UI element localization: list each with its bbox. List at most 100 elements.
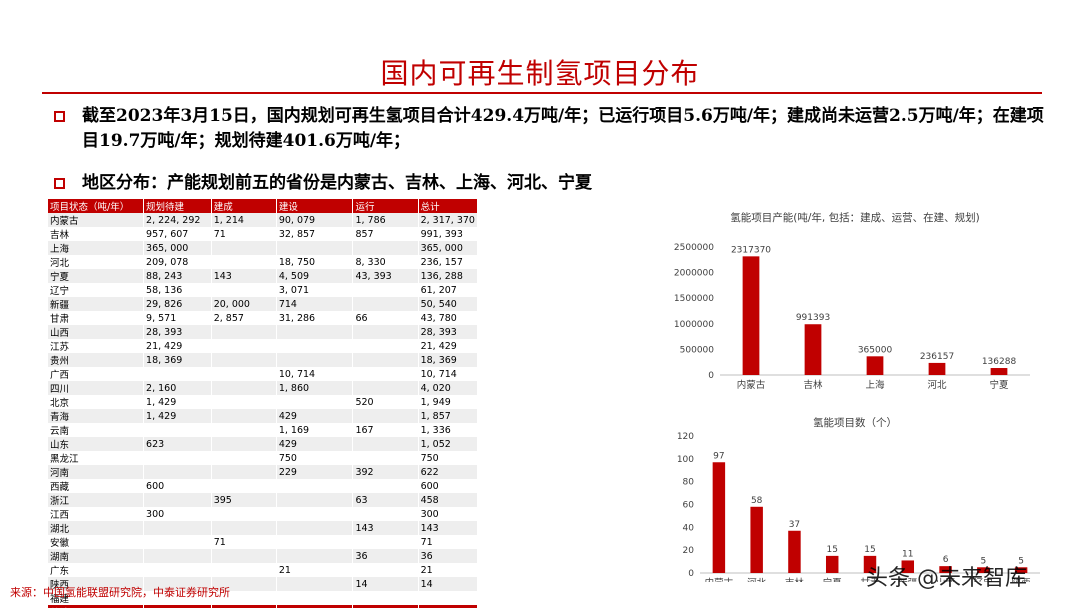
table-cell: 20, 000 [211, 297, 277, 311]
table-cell: 21 [276, 563, 354, 577]
y-tick-label: 1500000 [674, 294, 714, 304]
table-cell [211, 339, 277, 353]
table-cell: 50, 540 [418, 297, 479, 311]
table-cell: 143 [418, 521, 479, 535]
table-cell [276, 521, 354, 535]
table-cell: 山西 [48, 325, 145, 339]
table-cell [276, 507, 354, 521]
table-row: 四川 2, 160 1, 860 4, 020 [48, 381, 479, 395]
source-note: 来源：中国氢能联盟研究院，中泰证券研究所 [10, 586, 230, 599]
table-row: 广东 21 21 [48, 563, 479, 577]
data-label: 58 [751, 496, 763, 506]
table-cell: 内蒙古 [48, 213, 145, 227]
x-tick-label: 吉林 [785, 577, 805, 582]
x-tick-label: 吉林 [803, 379, 823, 391]
watermark: 头条 @未来智库 [866, 566, 1027, 591]
table-cell: 429 [276, 409, 354, 423]
table-cell [352, 297, 419, 311]
table-cell: 28, 393 [143, 325, 212, 339]
table-header-cell: 项目状态（吨/年） [48, 199, 145, 213]
bar [939, 566, 952, 573]
data-label: 136288 [982, 357, 1017, 367]
table-cell: 167 [352, 423, 419, 437]
table-header-cell: 规划待建 [143, 199, 212, 213]
table-cell: 四川 [48, 381, 145, 395]
table-cell: 2, 317, 370 [418, 213, 479, 227]
page-title: 国内可再生制氢项目分布 [380, 57, 700, 90]
table-cell: 1, 860 [276, 381, 354, 395]
table-cell: 88, 243 [143, 269, 212, 283]
data-label: 11 [902, 549, 913, 559]
table-cell: 28, 393 [418, 325, 479, 339]
table-cell [211, 423, 277, 437]
table-cell: 江西 [48, 507, 145, 521]
x-tick-label: 河北 [747, 577, 767, 582]
table-cell [211, 395, 277, 409]
table-cell: 18, 369 [143, 353, 212, 367]
data-label: 15 [864, 545, 875, 555]
table-cell [143, 367, 212, 381]
table-cell [352, 367, 419, 381]
table-total-cell: 24752 [211, 605, 277, 608]
table-cell [211, 465, 277, 479]
data-label: 991393 [796, 313, 830, 323]
table-cell: 广东 [48, 563, 145, 577]
project-count-bar-chart: 氢能项目数（个） 0 20 40 60 80 100 120 97 内蒙古 58 河北 37 吉林 15 宁夏… [677, 416, 1040, 582]
chart-title: 氢能项目产能(吨/年, 包括：建成、运营、在建、规划) [730, 211, 979, 224]
table-cell [352, 241, 419, 255]
province-table: 项目状态（吨/年） 规划待建 建成 建设 运行 总计 内蒙古 2, 224, 292 1, 2… [48, 199, 479, 608]
table-cell: 21 [418, 563, 479, 577]
square-bullet-icon [54, 111, 65, 122]
table-cell: 2, 160 [143, 381, 212, 395]
table-cell [211, 451, 277, 465]
table-cell [211, 563, 277, 577]
table-cell: 北京 [48, 395, 145, 409]
table-cell: 1, 336 [418, 423, 479, 437]
table-row: 新疆 29, 826 20, 000 714 50, 540 [48, 297, 479, 311]
table-cell [143, 423, 212, 437]
bar [825, 555, 839, 573]
table-cell [211, 437, 277, 451]
table-row: 北京 1, 429 520 1, 949 [48, 395, 479, 409]
table-cell: 31, 286 [276, 311, 354, 325]
y-tick-label: 1000000 [674, 320, 714, 330]
table-cell: 黑龙江 [48, 451, 145, 465]
table-cell: 贵州 [48, 353, 145, 367]
table-cell: 236, 157 [418, 255, 479, 269]
table-cell [352, 535, 419, 549]
data-label: 15 [826, 545, 837, 555]
table-cell: 浙江 [48, 493, 145, 507]
bullet-region: 地区分布：产能规划前五的省份是内蒙古、吉林、上海、河北、宁夏 [54, 171, 1044, 196]
table-cell: 湖北 [48, 521, 145, 535]
data-label: 5 [980, 556, 986, 566]
table-cell: 750 [418, 451, 479, 465]
x-tick-label: 山西 [936, 578, 955, 582]
table-row: 青海 1, 429 429 1, 857 [48, 409, 479, 423]
table-cell [211, 521, 277, 535]
table-cell: 河南 [48, 465, 145, 479]
table-total-cell: 4293870 [418, 605, 479, 608]
table-cell [211, 409, 277, 423]
table-cell [352, 339, 419, 353]
table-cell: 392 [352, 465, 419, 479]
table-cell: 18, 750 [276, 255, 354, 269]
table-cell: 90, 079 [276, 213, 354, 227]
table-cell: 458 [418, 493, 479, 507]
table-row: 陕西 14 14 [48, 577, 479, 591]
table-header-cell: 运行 [352, 199, 419, 213]
x-tick-label: 宁夏 [823, 577, 843, 582]
table-total-row: 总计401648324752196867557674293870 [48, 605, 479, 608]
table-cell [352, 479, 419, 493]
title-divider [42, 92, 1042, 94]
table-cell: 600 [418, 479, 479, 493]
table-cell: 21, 429 [418, 339, 479, 353]
y-tick-label: 20 [683, 546, 695, 556]
table-cell: 3, 071 [276, 283, 354, 297]
table-cell [211, 591, 277, 605]
table-cell [276, 479, 354, 493]
x-tick-label: 陕西 [1012, 577, 1031, 582]
table-row: 西藏 600 600 [48, 479, 479, 493]
bullet-text: 截至2023年3月15日，国内规划可再生氢项目合计429.4万吨/年；已运行项目… [82, 106, 1044, 151]
table-cell: 36 [418, 549, 479, 563]
table-cell: 4, 020 [418, 381, 479, 395]
